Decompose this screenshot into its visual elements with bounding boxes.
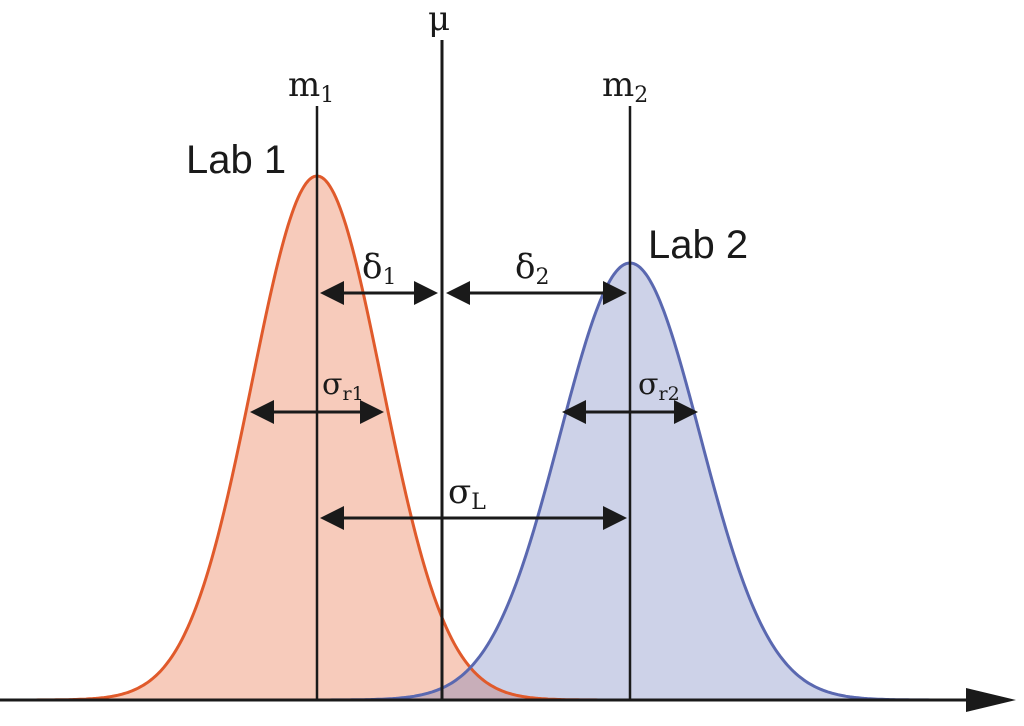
overlap-region — [0, 263, 970, 700]
m1-label: m1 — [288, 65, 334, 108]
lab2-distribution-fill — [0, 263, 970, 700]
sigma-r1-label: σr1 — [322, 367, 364, 405]
x-axis-arrow — [966, 688, 1016, 712]
sigma-r2-label: σr2 — [638, 367, 680, 405]
lab1-label: Lab 1 — [186, 138, 286, 182]
lab2-label: Lab 2 — [648, 223, 748, 267]
lab2-distribution-curve — [0, 261, 970, 702]
m2-label: m2 — [602, 65, 648, 108]
lab1-distribution-curve — [0, 174, 970, 702]
lab1-distribution-fill — [0, 176, 970, 701]
delta1-label: δ1 — [362, 247, 396, 290]
sigma-L-label: σL — [448, 472, 486, 515]
delta2-label: δ2 — [515, 247, 549, 290]
mu-label: μ — [428, 0, 450, 39]
